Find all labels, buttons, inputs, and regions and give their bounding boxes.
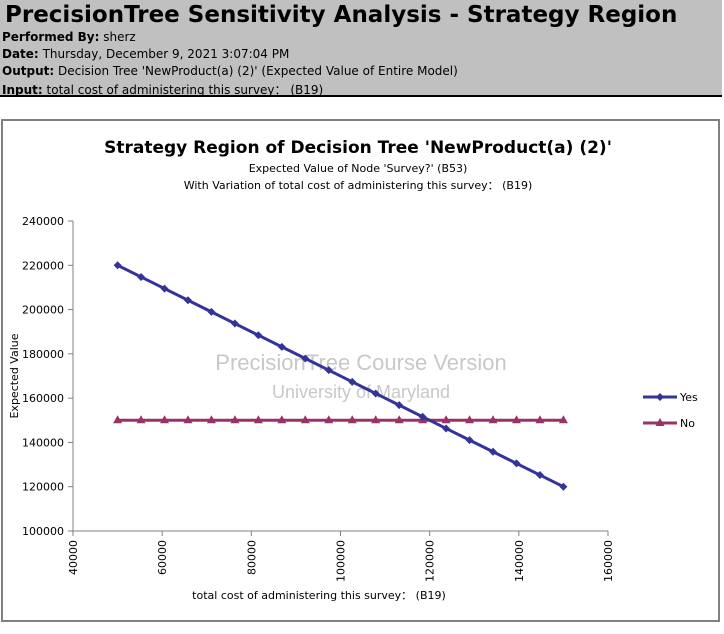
legend-no-marker: [655, 418, 665, 426]
series-no-point: [113, 415, 123, 424]
performed-by-row: Performed By: sherz: [2, 30, 136, 44]
input-value: total cost of administering this survey：…: [46, 83, 324, 97]
series-no-point: [371, 415, 381, 424]
x-tick-label: 160000: [602, 540, 615, 582]
chart-subtitle-1: Expected Value of Node 'Survey?' (B53): [249, 162, 468, 175]
plot-area: 100000 120000 140000 160000 180000 200000 2200…: [22, 215, 615, 582]
legend-item-yes: Yes: [643, 391, 698, 404]
legend-no-label: No: [680, 417, 695, 430]
series-yes-point: [348, 377, 357, 386]
series-no-point: [511, 415, 521, 424]
series-no-point: [488, 415, 498, 424]
series-yes-point: [301, 354, 310, 363]
output-row: Output: Decision Tree 'NewProduct(a) (2)…: [2, 64, 458, 78]
series-yes-point: [418, 412, 427, 421]
y-tick-label: 100000: [22, 525, 64, 538]
input-row: Input: total cost of administering this …: [2, 81, 323, 98]
series-no-point: [324, 415, 334, 424]
series-yes-point: [371, 389, 380, 398]
y-tick-label: 140000: [22, 436, 64, 449]
series-no-point: [441, 415, 451, 424]
series-yes-point: [489, 447, 498, 456]
series-no-point: [253, 415, 263, 424]
series-no: [113, 415, 568, 424]
legend-yes-marker: [656, 393, 664, 401]
x-tick-label: 100000: [335, 540, 348, 582]
series-yes-point: [254, 331, 263, 340]
series-yes-point: [113, 261, 122, 270]
series-no-point: [206, 415, 216, 424]
series-yes-point: [137, 272, 146, 281]
date-value: Thursday, December 9, 2021 3:07:04 PM: [42, 47, 290, 61]
strategy-region-chart: Strategy Region of Decision Tree 'NewPro…: [8, 138, 698, 602]
x-tick-label: 120000: [424, 540, 437, 582]
series-yes-point: [277, 342, 286, 351]
series-yes-line: [116, 263, 565, 489]
series-no-point: [230, 415, 240, 424]
performed-by-value: sherz: [103, 30, 136, 44]
x-tick-label: 60000: [156, 540, 169, 575]
y-tick-label: 200000: [22, 304, 64, 317]
series-no-point: [558, 415, 568, 424]
series-yes-point: [559, 482, 568, 491]
report-header: PrecisionTree Sensitivity Analysis - Str…: [0, 0, 722, 97]
series-no-point: [535, 415, 545, 424]
series-yes: [113, 261, 568, 491]
series-yes-point: [512, 459, 521, 468]
series-no-point: [183, 415, 193, 424]
y-tick-label: 180000: [22, 348, 64, 361]
y-tick-label: 220000: [22, 259, 64, 272]
x-tick-label: 140000: [513, 540, 526, 582]
date-label: Date:: [2, 47, 39, 61]
x-ticks: 40000 60000 80000 100000 120000 140000 160000: [67, 531, 615, 582]
x-tick-label: 40000: [67, 540, 80, 575]
watermark-line-1: PrecisionTree Course Version: [215, 350, 506, 375]
series-yes-point: [395, 401, 404, 410]
series-yes-point: [230, 319, 239, 328]
y-ticks: 100000 120000 140000 160000 180000 200000 2200…: [22, 215, 73, 538]
watermark: PrecisionTree Course Version University …: [215, 350, 506, 402]
chart-subtitle-2: With Variation of total cost of administ…: [184, 179, 533, 192]
series-yes-point: [324, 366, 333, 375]
series-yes-point: [160, 284, 169, 293]
watermark-line-2: University of Maryland: [272, 382, 450, 402]
legend-yes-label: Yes: [679, 391, 698, 404]
series-yes-point: [535, 471, 544, 480]
series-yes-point: [442, 424, 451, 433]
series-no-point: [300, 415, 310, 424]
y-axis-label: Expected Value: [8, 333, 21, 418]
series-no-point: [465, 415, 475, 424]
legend: Yes No: [643, 391, 698, 430]
series-no-point: [136, 415, 146, 424]
chart-frame: Strategy Region of Decision Tree 'NewPro…: [1, 119, 720, 622]
series-no-point: [394, 415, 404, 424]
series-yes-point: [183, 296, 192, 305]
x-axis-label: total cost of administering this survey：…: [192, 589, 446, 602]
series-yes-point: [207, 307, 216, 316]
y-tick-label: 120000: [22, 481, 64, 494]
chart-title: Strategy Region of Decision Tree 'NewPro…: [104, 138, 612, 158]
series-no-point: [277, 415, 287, 424]
x-tick-label: 80000: [245, 540, 258, 575]
output-label: Output:: [2, 64, 55, 78]
report-title: PrecisionTree Sensitivity Analysis - Str…: [5, 2, 678, 28]
y-tick-label: 160000: [22, 392, 64, 405]
series-layer: [113, 261, 568, 491]
date-row: Date: Thursday, December 9, 2021 3:07:04…: [2, 47, 289, 61]
series-no-point: [347, 415, 357, 424]
series-no-point: [160, 415, 170, 424]
y-tick-label: 240000: [22, 215, 64, 228]
input-label: Input:: [2, 83, 43, 97]
performed-by-label: Performed By:: [2, 30, 100, 44]
output-value: Decision Tree 'NewProduct(a) (2)' (Expec…: [57, 64, 458, 78]
legend-item-no: No: [643, 417, 695, 430]
series-yes-point: [465, 436, 474, 445]
